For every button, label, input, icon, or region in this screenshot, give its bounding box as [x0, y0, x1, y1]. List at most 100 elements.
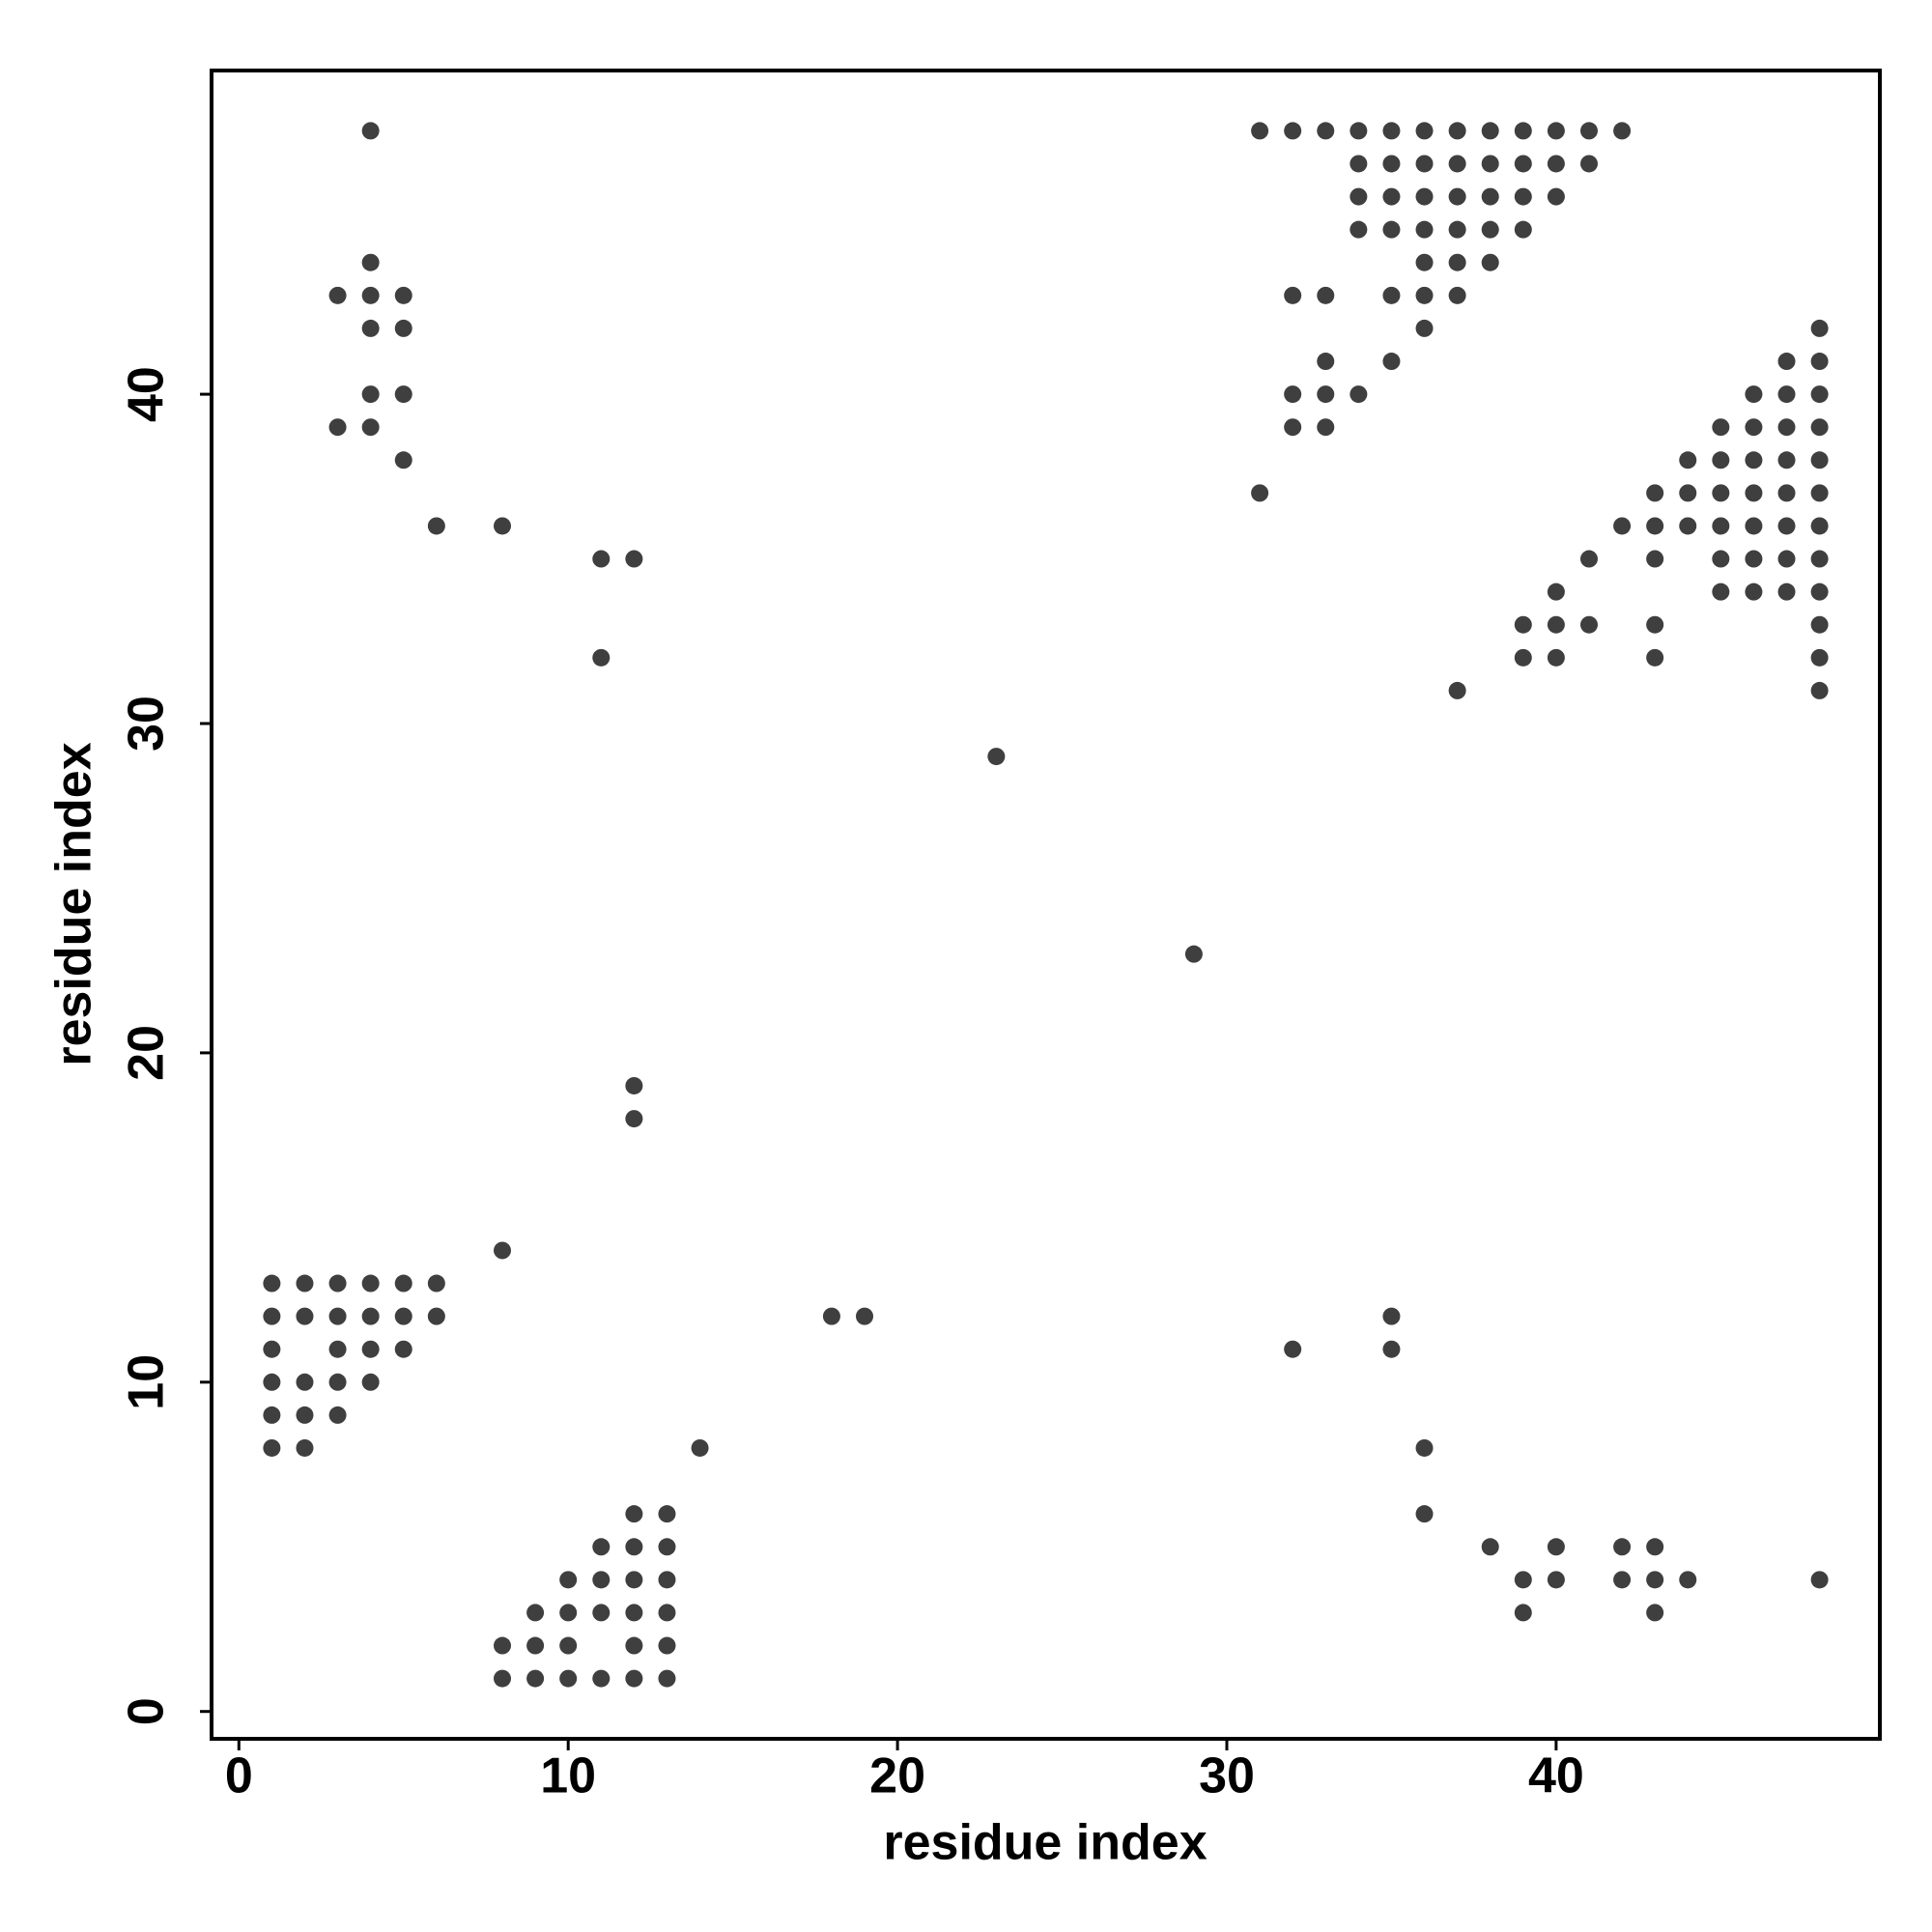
- point: [1810, 418, 1829, 437]
- point: [1448, 187, 1466, 206]
- point: [1284, 122, 1302, 140]
- point: [1415, 220, 1434, 239]
- point: [1646, 484, 1664, 502]
- point: [1448, 253, 1466, 271]
- point: [625, 1669, 643, 1688]
- point: [1712, 517, 1730, 535]
- point: [1448, 286, 1466, 304]
- point: [1547, 1538, 1565, 1556]
- point: [328, 286, 347, 304]
- point: [559, 1604, 578, 1622]
- point: [1777, 385, 1796, 404]
- point: [263, 1274, 281, 1293]
- point: [1613, 517, 1632, 535]
- point: [263, 1438, 281, 1457]
- point: [1382, 1307, 1401, 1325]
- point: [1810, 681, 1829, 699]
- point: [394, 451, 412, 469]
- point: [394, 286, 412, 304]
- point: [1745, 484, 1763, 502]
- point: [1514, 220, 1532, 239]
- point: [658, 1571, 676, 1589]
- point: [1646, 517, 1664, 535]
- point: [691, 1438, 709, 1457]
- point: [1547, 187, 1565, 206]
- y-tick-label: 0: [119, 1697, 175, 1725]
- point: [1679, 484, 1697, 502]
- point: [394, 319, 412, 337]
- y-tick-label: 10: [119, 1354, 175, 1410]
- point: [559, 1571, 578, 1589]
- point: [1514, 615, 1532, 634]
- point: [1415, 155, 1434, 173]
- point: [328, 418, 347, 437]
- point: [1251, 122, 1269, 140]
- point: [658, 1538, 676, 1556]
- point: [1777, 550, 1796, 568]
- point: [494, 1241, 512, 1260]
- point: [1745, 517, 1763, 535]
- point: [1712, 550, 1730, 568]
- point: [526, 1636, 545, 1655]
- point: [1382, 187, 1401, 206]
- point: [1415, 122, 1434, 140]
- point: [625, 1571, 643, 1589]
- point: [625, 1076, 643, 1094]
- point: [1547, 615, 1565, 634]
- point: [1415, 187, 1434, 206]
- point: [1579, 615, 1598, 634]
- point: [1712, 451, 1730, 469]
- point: [987, 748, 1006, 766]
- point: [1514, 187, 1532, 206]
- point: [1382, 155, 1401, 173]
- point: [1415, 253, 1434, 271]
- point: [1481, 122, 1499, 140]
- x-tick-label: 20: [869, 1748, 925, 1804]
- point: [1579, 155, 1598, 173]
- point: [494, 1636, 512, 1655]
- point: [263, 1340, 281, 1358]
- y-tick-label: 20: [119, 1025, 175, 1081]
- point: [296, 1373, 314, 1391]
- point: [1284, 1340, 1302, 1358]
- point: [1547, 648, 1565, 667]
- point: [394, 1274, 412, 1293]
- point: [361, 1274, 380, 1293]
- point: [1613, 1571, 1632, 1589]
- point: [1514, 122, 1532, 140]
- point: [625, 1538, 643, 1556]
- point: [1712, 582, 1730, 601]
- x-tick-label: 10: [540, 1748, 596, 1804]
- point: [1350, 187, 1368, 206]
- point: [1679, 1571, 1697, 1589]
- point: [1350, 155, 1368, 173]
- point: [1777, 418, 1796, 437]
- point: [1448, 155, 1466, 173]
- x-tick-label: 30: [1199, 1748, 1255, 1804]
- point: [361, 286, 380, 304]
- point: [1514, 648, 1532, 667]
- point: [1184, 945, 1203, 963]
- point: [592, 1571, 611, 1589]
- point: [1745, 418, 1763, 437]
- point: [328, 1307, 347, 1325]
- point: [394, 385, 412, 404]
- point: [1646, 648, 1664, 667]
- point: [1646, 615, 1664, 634]
- point: [1810, 484, 1829, 502]
- point: [1810, 353, 1829, 371]
- point: [1350, 122, 1368, 140]
- point: [296, 1307, 314, 1325]
- point: [625, 550, 643, 568]
- point: [494, 1669, 512, 1688]
- point: [328, 1373, 347, 1391]
- point: [592, 1538, 611, 1556]
- x-tick-label: 0: [225, 1748, 253, 1804]
- point: [1810, 385, 1829, 404]
- point: [361, 1340, 380, 1358]
- point: [1382, 122, 1401, 140]
- point: [1613, 1538, 1632, 1556]
- point: [1284, 418, 1302, 437]
- point: [658, 1636, 676, 1655]
